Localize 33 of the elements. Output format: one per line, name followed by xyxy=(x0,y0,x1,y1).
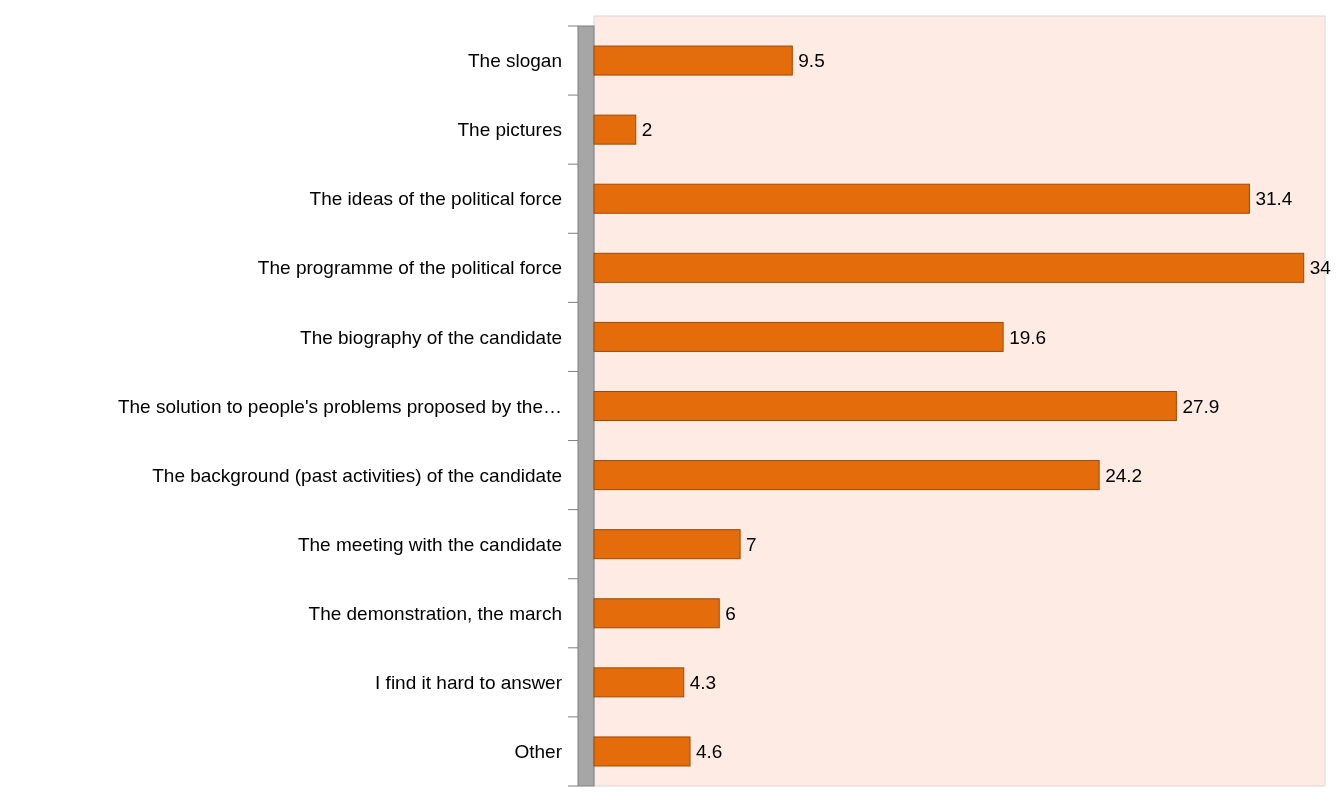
data-label: 27.9 xyxy=(1182,395,1220,417)
y-tick-label: The slogan xyxy=(467,50,562,72)
bar xyxy=(593,529,741,560)
bar xyxy=(593,736,691,767)
y-tick-label: The solution to people's problems proposed by the… xyxy=(117,395,562,417)
y-tick-label: The programme of the political force xyxy=(257,257,562,279)
bar xyxy=(593,321,1004,352)
data-label: 6 xyxy=(725,602,736,624)
y-tick-label: I find it hard to answer xyxy=(375,672,563,694)
bar xyxy=(593,114,637,145)
bar xyxy=(593,598,720,629)
data-label: 19.6 xyxy=(1009,326,1047,348)
bar xyxy=(593,252,1305,283)
data-label: 34 xyxy=(1309,257,1332,279)
bar xyxy=(593,390,1177,422)
data-label: 31.4 xyxy=(1255,188,1293,210)
data-label: 24.2 xyxy=(1105,464,1143,486)
y-tick-label: The demonstration, the march xyxy=(308,602,562,624)
y-tick-label: The meeting with the candidate xyxy=(297,533,562,555)
bar xyxy=(593,667,685,698)
y-tick-label: The biography of the candidate xyxy=(300,326,562,348)
bar xyxy=(593,460,1100,491)
data-label: 4.6 xyxy=(696,741,723,763)
y-tick-label: Other xyxy=(514,741,563,763)
bar xyxy=(593,45,793,76)
data-label: 2 xyxy=(641,119,653,141)
bar xyxy=(593,183,1250,214)
y-tick-label: The background (past activities) of the candidate xyxy=(152,464,562,486)
y-tick-label: The pictures xyxy=(457,119,562,141)
data-label: 7 xyxy=(746,533,757,555)
data-label: 9.5 xyxy=(798,50,825,72)
y-tick-label: The ideas of the political force xyxy=(309,188,562,210)
data-label: 4.3 xyxy=(689,672,717,694)
